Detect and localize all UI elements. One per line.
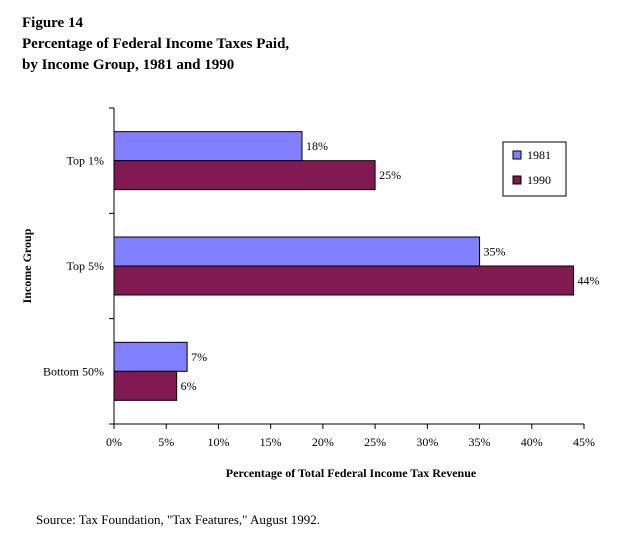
bar-1981-2: [113, 236, 481, 267]
data-label: 18%: [306, 139, 328, 153]
legend-label: 1981: [527, 148, 551, 162]
x-tick-label: 20%: [312, 435, 334, 449]
x-tick-label: 25%: [364, 435, 386, 449]
bar-1990-3: [113, 370, 178, 401]
source-note: Source: Tax Foundation, "Tax Features," …: [36, 512, 321, 527]
figure-title-line-1: Percentage of Federal Income Taxes Paid,: [22, 36, 290, 52]
data-label: 35%: [484, 245, 506, 259]
figure-title-line-2: by Income Group, 1981 and 1990: [22, 57, 235, 73]
data-label: 6%: [181, 379, 197, 393]
figure-label: Figure 14: [22, 15, 83, 31]
x-tick-label: 15%: [260, 435, 282, 449]
x-tick-label: 0%: [106, 435, 122, 449]
data-label: 7%: [191, 350, 207, 364]
x-axis-title: Percentage of Total Federal Income Tax R…: [226, 466, 477, 480]
chart-labels: 0% 5% 10% 15% 20% 25% 30% 35% 40% 45% Percentage o…: [20, 139, 600, 480]
bar-1990-1: [113, 160, 376, 191]
x-tick-label: 45%: [573, 435, 595, 449]
bar-1981-1: [113, 131, 303, 162]
bar-1981-3: [113, 341, 188, 372]
data-label: 44%: [578, 274, 600, 288]
category-label: Top 1%: [67, 154, 105, 168]
chart-bars: [113, 131, 575, 401]
x-tick-label: 5%: [158, 435, 174, 449]
chart-legend: 1981 1990: [502, 141, 567, 197]
data-label: 25%: [379, 168, 401, 182]
x-tick-label: 30%: [416, 435, 438, 449]
legend-swatch: [512, 150, 522, 160]
legend-label: 1990: [527, 173, 551, 187]
category-label: Top 5%: [67, 259, 105, 273]
x-tick-label: 10%: [207, 435, 229, 449]
legend-swatch: [512, 175, 522, 185]
x-tick-label: 35%: [469, 435, 491, 449]
y-axis-title: Income Group: [20, 228, 34, 303]
bar-1990-2: [113, 265, 575, 296]
category-label: Bottom 50%: [43, 364, 104, 378]
figure-title: Figure 14 Percentage of Federal Income T…: [22, 13, 289, 76]
x-tick-label: 40%: [521, 435, 543, 449]
